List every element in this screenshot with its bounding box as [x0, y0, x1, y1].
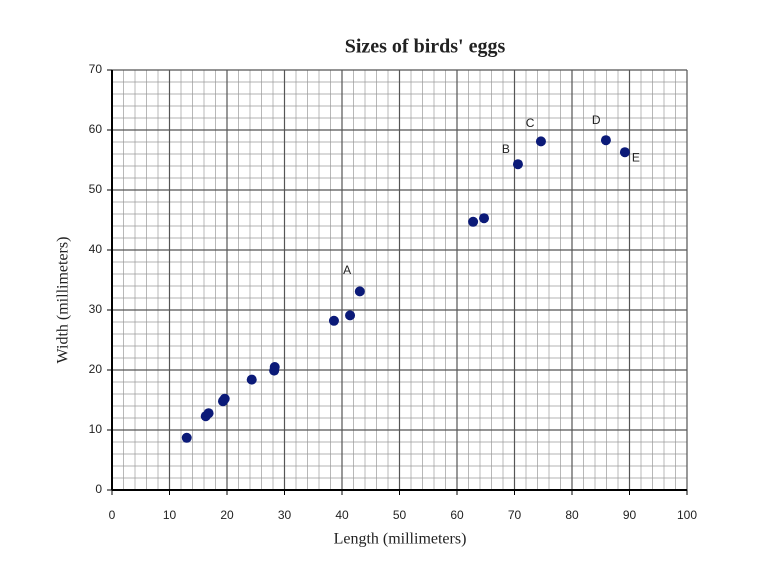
x-tick-label: 60 [450, 508, 464, 522]
x-tick-label: 50 [393, 508, 407, 522]
annotation: C [526, 116, 535, 130]
annotation: A [343, 263, 351, 277]
point [479, 213, 490, 224]
point [619, 147, 630, 158]
y-tick-label: 40 [89, 242, 103, 256]
x-tick-label: 80 [565, 508, 579, 522]
point [345, 310, 356, 321]
x-tick-label: 10 [163, 508, 177, 522]
point [269, 362, 280, 372]
y-tick-label: 60 [89, 122, 103, 136]
y-tick-label: 70 [89, 62, 103, 76]
x-tick-label: 70 [508, 508, 522, 522]
y-tick-label: 20 [89, 362, 103, 376]
chart-title: Sizes of birds' eggs [345, 36, 506, 58]
point [203, 408, 214, 419]
annotation: D [592, 113, 601, 127]
point [246, 374, 257, 385]
x-tick-label: 90 [623, 508, 637, 522]
x-tick-label: 40 [335, 508, 349, 522]
y-axis-label: Width (millimeters) [55, 237, 72, 364]
point [354, 286, 365, 297]
y-tick-label: 30 [89, 302, 103, 316]
annotation: E [632, 150, 640, 164]
x-tick-label: 0 [109, 508, 116, 522]
x-tick-label: 100 [677, 508, 697, 522]
point [512, 159, 523, 170]
point [328, 315, 339, 326]
point [468, 216, 479, 227]
point [600, 135, 611, 146]
y-tick-label: 50 [89, 182, 103, 196]
x-tick-label: 30 [278, 508, 292, 522]
point [219, 393, 230, 404]
x-axis-label: Length (millimeters) [334, 531, 467, 548]
annotation: B [502, 142, 510, 156]
y-tick-label: 10 [89, 422, 103, 436]
point [535, 136, 546, 147]
point [181, 432, 192, 443]
x-tick-label: 20 [220, 508, 234, 522]
y-tick-label: 0 [95, 482, 102, 496]
